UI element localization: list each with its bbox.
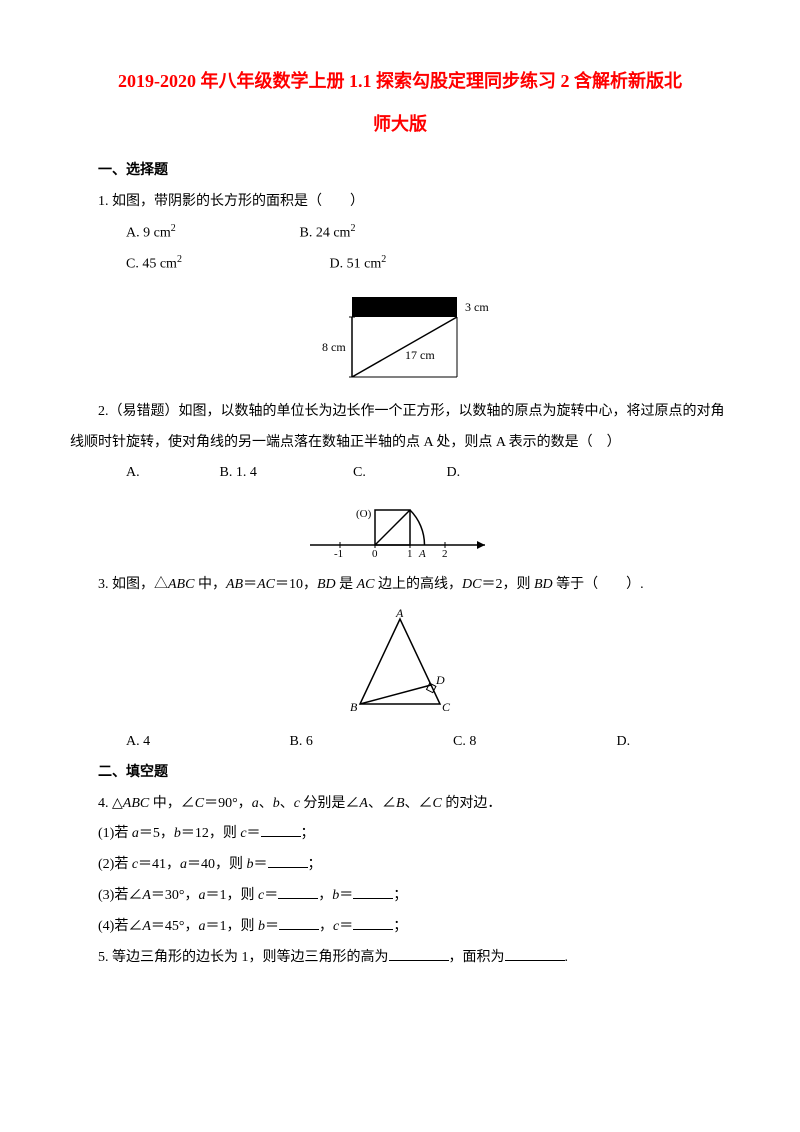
title-line-2: 师大版 [70,103,730,146]
q5-stem: 5. 等边三角形的边长为 1，则等边三角形的高为，面积为. [70,943,730,974]
q2-options: A. B. 1. 4 C. D. [70,458,730,489]
svg-text:2: 2 [442,548,448,560]
q4-part1: (1)若 a＝5，b＝12，则 c＝； [70,819,730,850]
svg-text:B: B [350,700,358,714]
q1-optD: D. 51 cm [330,257,382,272]
svg-text:-1: -1 [334,548,343,560]
q1-options-row2: C. 45 cm2 D. 51 cm2 [70,249,730,280]
q1-options-row1: A. 9 cm2 B. 24 cm2 [70,218,730,249]
blank [505,947,565,961]
q1-supD: 2 [381,254,386,265]
svg-text:8 cm: 8 cm [322,340,346,354]
svg-text:D: D [435,673,445,687]
q1-optA: A. 9 cm [126,226,171,241]
title-line-1: 2019-2020 年八年级数学上册 1.1 探索勾股定理同步练习 2 含解析新… [70,60,730,103]
q3-figure: A B C D [70,609,730,719]
q2-stem: 2.（易错题）如图，以数轴的单位长为边长作一个正方形，以数轴的原点为旋转中心，将… [70,397,730,459]
q2-figure: (O) -1 0 1 A 2 [70,497,730,562]
q1-optB: B. 24 cm [300,226,351,241]
q1-optC: C. 45 cm [126,257,177,272]
q4-part3: (3)若∠A＝30°，a＝1，则 c＝，b＝； [70,881,730,912]
svg-text:1: 1 [407,548,413,560]
blank [278,885,318,899]
section-2-heading: 二、填空题 [70,758,730,789]
svg-text:C: C [442,700,451,714]
q4-part4: (4)若∠A＝45°，a＝1，则 b＝，c＝； [70,912,730,943]
q2-optC: C. [325,458,415,489]
blank [261,823,301,837]
q4-stem: 4. △ABC 中，∠C＝90°，a、b、c 分别是∠A、∠B、∠C 的对边． [70,789,730,820]
q3-optC: C. 8 [425,727,585,758]
q2-optD: D. [419,458,461,489]
q1-figure: 3 cm 8 cm 17 cm [70,289,730,389]
q1-supC: 2 [177,254,182,265]
q4-part2: (2)若 c＝41，a＝40，则 b＝； [70,850,730,881]
svg-text:17 cm: 17 cm [405,348,435,362]
svg-text:3 cm: 3 cm [465,300,489,314]
svg-text:0: 0 [372,548,378,560]
svg-text:A: A [418,548,426,560]
q3-optA: A. 4 [98,727,258,758]
q1-supB: 2 [350,223,355,234]
section-1-heading: 一、选择题 [70,156,730,187]
q2-optB: B. 1. 4 [192,458,322,489]
q3-options: A. 4 B. 6 C. 8 D. [70,727,730,758]
q2-optA: A. [98,458,188,489]
blank [279,916,319,930]
svg-text:A: A [395,609,404,620]
svg-text:(O): (O) [356,508,372,520]
blank [268,854,308,868]
q3-stem: 3. 如图，△ABC 中，AB＝AC＝10，BD 是 AC 边上的高线，DC＝2… [70,570,730,601]
blank [353,885,393,899]
q3-optB: B. 6 [262,727,422,758]
q1-supA: 2 [171,223,176,234]
blank [353,916,393,930]
blank [389,947,449,961]
q1-stem: 1. 如图，带阴影的长方形的面积是（ ） [70,187,730,218]
q3-optD: D. [589,727,631,758]
